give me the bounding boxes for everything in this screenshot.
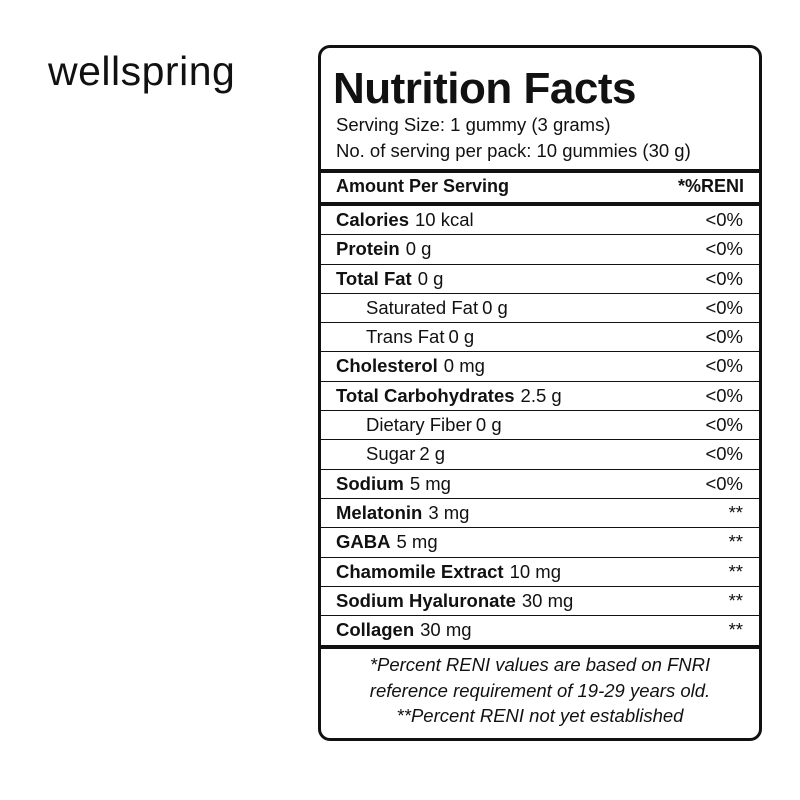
nutrient-amount: 0 g	[475, 414, 502, 436]
nutrient-reni: <0%	[705, 472, 743, 494]
nutrient-name: Protein	[336, 238, 400, 260]
nutrient-row: Cholesterol 0 mg <0%	[321, 352, 759, 382]
nutrient-row: GABA 5 mg **	[321, 528, 759, 558]
footnote: reference requirement of 19-29 years old…	[369, 679, 711, 701]
nutrient-amount: 0 mg	[443, 355, 485, 377]
nutrient-row: Saturated Fat 0 g <0%	[321, 294, 759, 324]
nutrient-cell: Collagen 30 mg	[336, 619, 472, 641]
nutrient-cell: Calories 10 kcal	[336, 209, 474, 231]
nutrient-name: Total Fat	[336, 267, 412, 289]
nutrient-amount: 30 mg	[420, 619, 472, 641]
label-title: Nutrition Facts	[333, 64, 636, 113]
nutrient-reni: <0%	[705, 355, 743, 377]
nutrient-amount: 0 g	[417, 267, 444, 289]
nutrient-cell: Trans Fat 0 g	[366, 326, 474, 348]
header-right: *%RENI	[677, 176, 744, 196]
nutrient-name: Sugar	[366, 443, 416, 465]
nutrient-reni: <0%	[705, 267, 743, 289]
nutrient-cell: Sugar 2 g	[366, 443, 445, 465]
nutrient-reni: <0%	[705, 238, 743, 260]
nutrient-row: Chamomile Extract 10 mg **	[321, 558, 759, 587]
nutrient-amount: 30 mg	[521, 589, 574, 611]
nutrient-rows: Calories 10 kcal <0% Protein 0 g <0% Total Fat…	[321, 206, 759, 644]
label-box	[318, 45, 762, 741]
nutrient-name: Sodium Hyaluronate	[336, 589, 516, 611]
nutrient-row: Protein 0 g <0%	[321, 235, 759, 265]
nutrient-reni: <0%	[705, 296, 743, 318]
nutrient-row: Total Fat 0 g <0%	[321, 265, 759, 294]
nutrient-row: Trans Fat 0 g <0%	[321, 323, 759, 353]
footnote: **Percent RENI not yet established	[396, 705, 684, 726]
nutrient-row: Total Carbohydrates 2.5 g <0%	[321, 382, 759, 412]
thick-rule	[321, 202, 759, 206]
nutrient-reni: **	[728, 589, 743, 611]
nutrient-name: Saturated Fat	[366, 296, 479, 318]
nutrient-reni: **	[728, 501, 743, 523]
nutrient-name: Chamomile Extract	[336, 560, 504, 582]
nutrient-cell: Total Carbohydrates 2.5 g	[336, 385, 562, 407]
nutrient-row: Melatonin 3 mg **	[321, 499, 759, 529]
nutrient-name: Sodium	[336, 472, 404, 494]
nutrient-reni: <0%	[705, 384, 743, 406]
nutrient-row: Sodium 5 mg <0%	[321, 470, 759, 499]
nutrient-cell: Total Fat 0 g	[336, 268, 443, 290]
nutrient-amount: 5 mg	[396, 531, 438, 553]
nutrient-reni: <0%	[705, 326, 743, 348]
nutrient-amount: 2 g	[419, 443, 446, 465]
nutrient-amount: 3 mg	[428, 501, 470, 523]
nutrient-reni: <0%	[705, 209, 743, 230]
nutrient-amount: 0 g	[448, 326, 475, 348]
nutrient-amount: 10 kcal	[415, 209, 474, 230]
servings-per-pack: No. of serving per pack: 10 gummies (30 …	[336, 140, 691, 161]
nutrient-cell: Protein 0 g	[336, 238, 431, 260]
nutrient-name: Trans Fat	[366, 326, 445, 348]
nutrient-reni: <0%	[705, 443, 743, 465]
thick-rule	[321, 645, 759, 649]
nutrient-row: Dietary Fiber 0 g <0%	[321, 411, 759, 441]
nutrient-cell: Melatonin 3 mg	[336, 502, 469, 524]
nutrient-cell: GABA 5 mg	[336, 531, 438, 553]
thick-rule	[321, 169, 759, 173]
nutrient-reni: <0%	[705, 414, 743, 436]
serving-size: Serving Size: 1 gummy (3 grams)	[336, 114, 611, 135]
nutrient-cell: Saturated Fat 0 g	[366, 297, 508, 319]
brand: wellspring	[48, 48, 236, 94]
nutrient-amount: 0 g	[405, 238, 432, 260]
nutrient-cell: Dietary Fiber 0 g	[366, 414, 502, 436]
footnote: *Percent RENI values are based on FNRI	[369, 654, 711, 675]
nutrient-row: Sugar 2 g <0%	[321, 440, 759, 470]
nutrient-name: Dietary Fiber	[366, 414, 472, 436]
nutrient-name: Total Carbohydrates	[336, 384, 515, 406]
nutrient-name: Melatonin	[336, 501, 423, 523]
nutrient-name: Collagen	[336, 619, 415, 641]
nutrient-row: Calories 10 kcal <0%	[321, 206, 759, 236]
nutrient-amount: 10 mg	[509, 560, 562, 582]
nutrient-name: Calories	[336, 209, 410, 230]
nutrient-row: Collagen 30 mg **	[321, 616, 759, 644]
nutrient-reni: **	[728, 531, 743, 553]
nutrient-row: Sodium Hyaluronate 30 mg **	[321, 587, 759, 617]
header-left: Amount Per Serving	[336, 176, 510, 196]
nutrient-reni: **	[728, 619, 743, 641]
nutrient-reni: **	[728, 560, 743, 582]
nutrient-amount: 2.5 g	[520, 384, 562, 406]
nutrient-amount: 0 g	[482, 296, 508, 318]
nutrient-cell: Cholesterol 0 mg	[336, 355, 485, 377]
nutrient-cell: Sodium 5 mg	[336, 473, 451, 495]
nutrient-name: GABA	[336, 531, 391, 553]
nutrient-cell: Chamomile Extract 10 mg	[336, 561, 561, 583]
nutrient-amount: 5 mg	[409, 472, 451, 494]
nutrient-name: Cholesterol	[336, 355, 438, 377]
nutrient-cell: Sodium Hyaluronate 30 mg	[336, 590, 573, 612]
